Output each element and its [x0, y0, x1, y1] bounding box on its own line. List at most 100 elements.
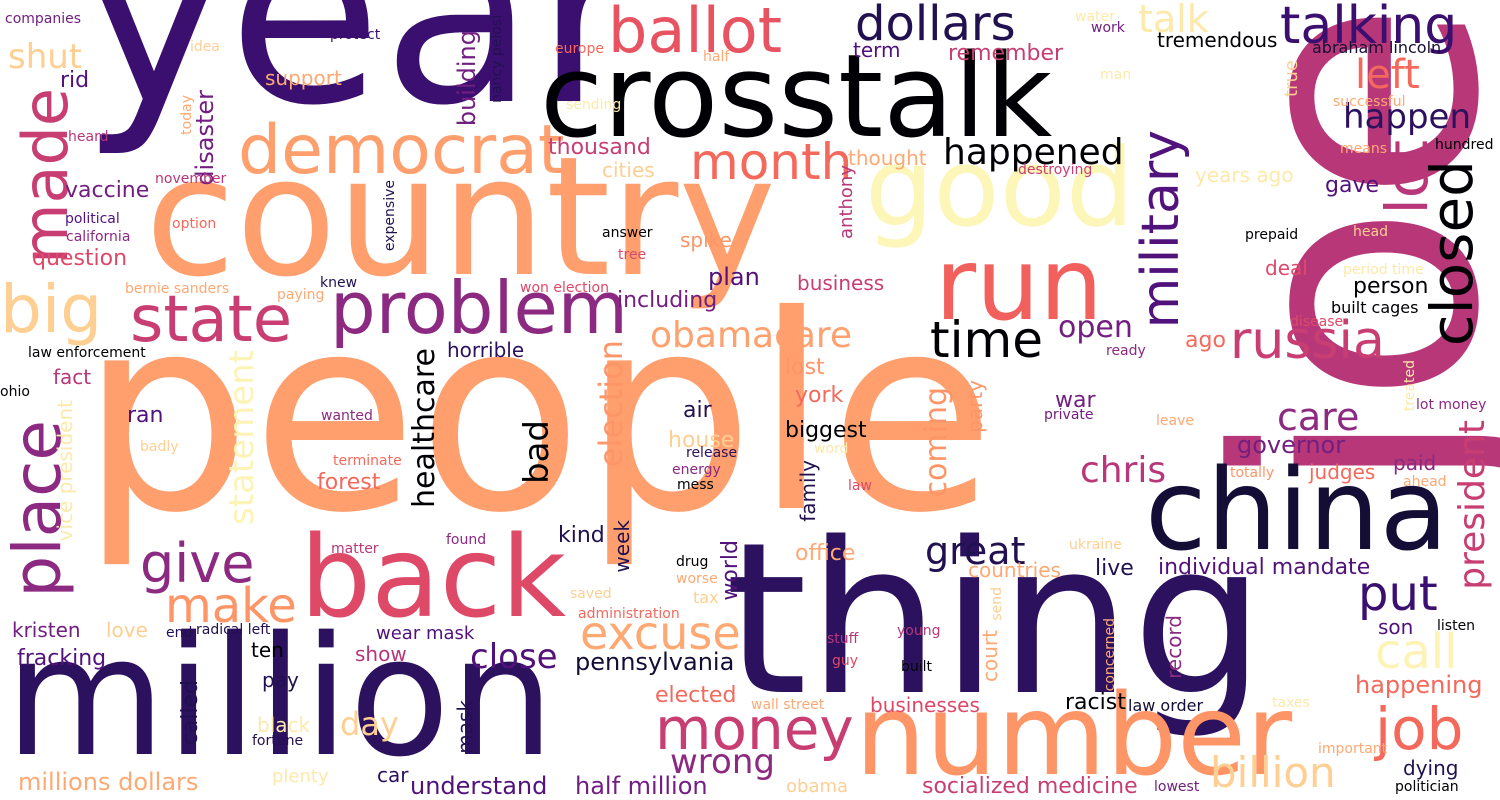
word-black: black [257, 713, 311, 737]
word-hundred: hundred [1435, 137, 1494, 153]
word-lowest: lowest [1154, 779, 1200, 795]
word-lost: lost [785, 355, 825, 380]
word-drug: drug [676, 554, 709, 570]
word-world: world [718, 540, 743, 601]
word-sending: sending [566, 97, 622, 113]
word-year: year [80, 0, 638, 160]
word-country: country [145, 121, 776, 313]
word-won-election: won election [520, 280, 609, 296]
word-years-ago: years ago [1195, 163, 1294, 187]
word-november: november [155, 171, 227, 187]
word-water: water [1075, 9, 1115, 25]
word-millions-dollars: millions dollars [18, 768, 199, 796]
word-state: state [130, 283, 293, 357]
word-called: called [178, 680, 203, 746]
word-forest: forest [317, 470, 381, 495]
word-support: support [265, 66, 342, 90]
word-half-million: half million [575, 772, 708, 800]
word-europe: europe [555, 41, 604, 57]
word-record: record [1162, 615, 1186, 679]
word-president: president [1452, 420, 1493, 590]
word-mask: mask [453, 700, 477, 754]
word-worse: worse [676, 571, 718, 587]
word-heard: heard [68, 129, 109, 145]
word-radical-left: radical left [196, 622, 271, 638]
word-law-order: law order [1128, 696, 1204, 715]
word-fracking: fracking [17, 646, 107, 671]
word-administration: administration [578, 606, 680, 622]
word-kristen: kristen [12, 618, 81, 642]
word-understand: understand [410, 772, 548, 800]
word-tree: tree [618, 247, 647, 263]
word-stuff: stuff [827, 631, 859, 647]
word-built-cages: built cages [1331, 298, 1419, 317]
word-billion: billion [1210, 748, 1336, 797]
word-air: air [683, 398, 712, 423]
word-true: true [1281, 60, 1302, 97]
word-thought: thought [848, 146, 927, 170]
word-businesses: businesses [870, 693, 980, 717]
word-make: make [165, 578, 297, 634]
word-china: china [1145, 446, 1449, 576]
word-judges: judges [1309, 460, 1376, 484]
word-talking: talking [1280, 0, 1458, 56]
word-young: young [897, 623, 941, 639]
word-prepaid: prepaid [1245, 227, 1299, 243]
word-month: month [690, 133, 853, 191]
word-terminate: terminate [333, 453, 402, 469]
word-law: law [848, 478, 872, 494]
word-vaccine: vaccine [65, 178, 150, 203]
word-wrong: wrong [670, 742, 775, 782]
word-governor: governor [1237, 431, 1346, 459]
word-protect: protect [330, 27, 381, 43]
word-treated: treated [1402, 360, 1418, 412]
word-pay: pay [262, 668, 299, 692]
word-badly: badly [140, 439, 179, 455]
word-mess: mess [677, 477, 714, 493]
word-taxes: taxes [1272, 695, 1310, 711]
word-pennsylvania: pennsylvania [575, 648, 735, 676]
word-found: found [446, 532, 487, 548]
word-building: building [453, 30, 481, 127]
word-question: question [32, 246, 128, 271]
word-nancy-pelosi: nancy pelosi [489, 15, 505, 103]
word-socialized-medicine: socialized medicine [922, 774, 1138, 799]
word-wear-mask: wear mask [376, 623, 475, 644]
word-business: business [797, 271, 885, 295]
word-cities: cities [602, 158, 655, 182]
word-concerned: concerned [1102, 618, 1118, 692]
word-means: means [1340, 141, 1387, 157]
word-horrible: horrible [447, 338, 525, 362]
word-period-time: period time [1343, 262, 1424, 278]
word-thousand: thousand [548, 135, 651, 160]
word-run: run [935, 226, 1103, 343]
word-half: half [703, 49, 730, 65]
word-close: close [470, 637, 558, 677]
word-obamacare: obamacare [650, 315, 853, 356]
word-thing: thing [725, 497, 1266, 742]
word-dollars: dollars [855, 0, 1016, 52]
word-successful: successful [1333, 94, 1406, 110]
word-big: big [0, 271, 103, 348]
word-individual-mandate: individual mandate [1158, 555, 1371, 580]
word-tremendous: tremendous [1157, 28, 1278, 52]
word-crosstalk: crosstalk [540, 30, 1053, 164]
word-person: person [1353, 274, 1429, 299]
word-number: number [855, 671, 1293, 800]
word-healthcare: healthcare [407, 348, 442, 508]
word-elected: elected [655, 683, 737, 708]
word-ukraine: ukraine [1069, 537, 1122, 553]
word-problem: problem [330, 266, 628, 350]
word-open: open [1058, 310, 1133, 345]
word-back: back [300, 513, 567, 643]
word-countries: countries [968, 558, 1061, 582]
word-bad: bad [517, 420, 557, 484]
word-release: release [686, 445, 738, 461]
word-office: office [795, 541, 856, 566]
word-head: head [1353, 224, 1388, 240]
word-biggest: biggest [785, 418, 867, 443]
word-war: war [1055, 388, 1096, 413]
word-york: york [795, 383, 844, 408]
word-show: show [355, 642, 407, 666]
word-political: political [65, 211, 120, 227]
